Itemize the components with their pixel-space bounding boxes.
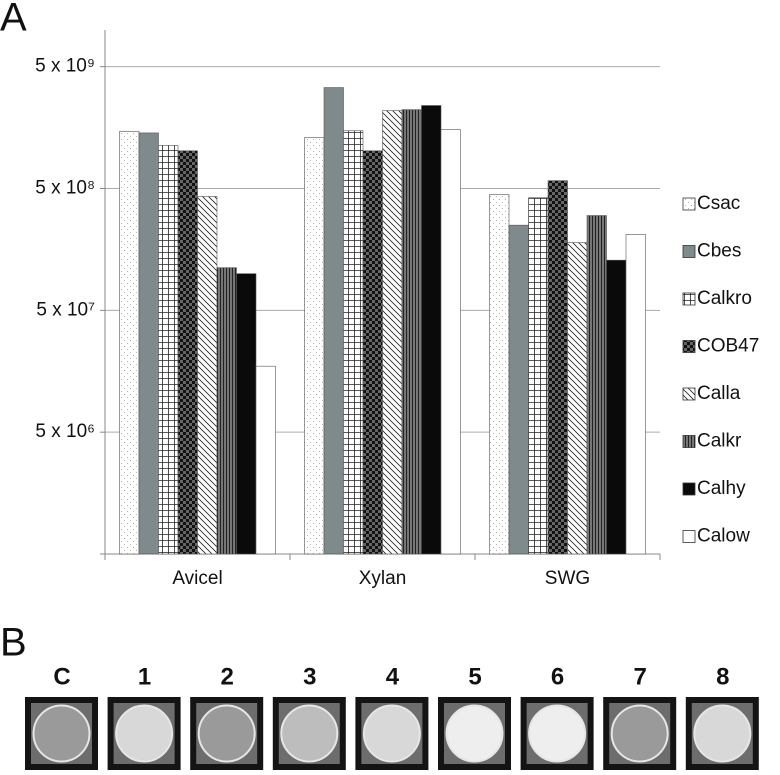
well-sample (362, 704, 421, 763)
well-sample (197, 704, 256, 763)
bar (382, 110, 403, 555)
bar (508, 224, 529, 555)
bar (586, 215, 607, 555)
bar (362, 150, 383, 555)
legend-label: COB47 (697, 336, 759, 357)
bar (528, 197, 549, 555)
legend-swatch (682, 292, 696, 306)
well-sample (610, 704, 669, 763)
bar (323, 87, 344, 555)
bar (567, 242, 588, 555)
well-sample (115, 704, 174, 763)
well-label: 1 (138, 663, 151, 690)
legend-label: Calkro (697, 288, 752, 309)
x-tick-label: Avicel (172, 568, 222, 589)
well-label: C (53, 663, 70, 690)
well-label: 4 (386, 663, 400, 690)
bar (304, 137, 325, 555)
well-sample (445, 704, 504, 763)
bar (197, 196, 218, 555)
bar (158, 145, 179, 555)
well-label: 2 (221, 663, 234, 690)
legend-swatch (682, 197, 696, 211)
bar (401, 109, 422, 555)
legend-label: Cbes (697, 241, 741, 262)
x-tick-label: SWG (545, 568, 590, 589)
legend-label: Csac (697, 193, 740, 214)
legend-label: Calow (697, 526, 750, 547)
bar (255, 365, 276, 555)
y-tick-label: 5 x 10⁶ (35, 421, 95, 442)
legend-swatch (682, 245, 696, 258)
bar (625, 234, 646, 555)
bar (421, 105, 442, 555)
y-tick-label: 5 x 10⁸ (35, 178, 95, 199)
well-sample (280, 704, 339, 763)
well-label: 7 (634, 663, 647, 690)
bar (138, 132, 159, 555)
legend-swatch (682, 482, 696, 496)
legend-swatch (682, 387, 696, 401)
well-sample (32, 704, 91, 763)
legend-swatch (682, 435, 696, 448)
x-tick-label: Xylan (359, 568, 407, 589)
bar (177, 150, 198, 555)
legend-swatch (682, 340, 696, 353)
bar (216, 267, 237, 555)
legend-label: Calkr (697, 431, 742, 452)
legend-label: Calla (697, 383, 741, 404)
bar (119, 131, 140, 555)
well-label: 5 (468, 663, 481, 690)
panel-label: A (0, 0, 27, 40)
y-tick-label: 5 x 10⁷ (36, 299, 95, 320)
bar (606, 259, 627, 555)
legend-swatch (682, 530, 696, 543)
bar (440, 129, 461, 555)
bar (236, 273, 257, 555)
well-sample (528, 704, 587, 763)
bar (547, 180, 568, 555)
bar (343, 130, 364, 555)
well-sample (693, 704, 752, 763)
legend-label: Calhy (697, 478, 746, 499)
well-label: 6 (551, 663, 564, 690)
panel-label: B (0, 621, 27, 665)
bar (489, 194, 510, 555)
y-tick-label: 5 x 10⁹ (35, 56, 95, 77)
well-label: 3 (303, 663, 316, 690)
well-label: 8 (716, 663, 729, 690)
